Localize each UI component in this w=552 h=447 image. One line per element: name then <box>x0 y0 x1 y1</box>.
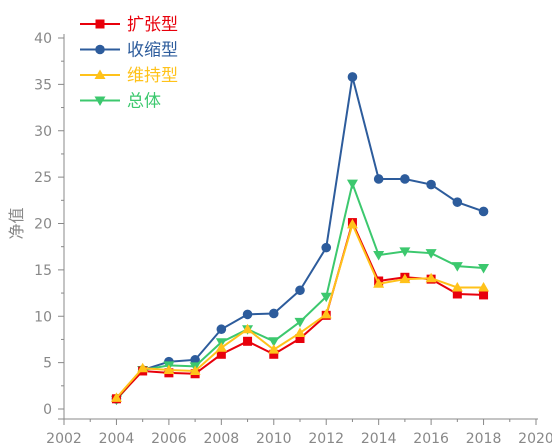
series-1 <box>111 218 489 404</box>
data-point <box>347 72 358 82</box>
axes <box>58 34 538 420</box>
data-point <box>400 174 410 184</box>
x-tick-label: 2004 <box>99 431 135 447</box>
data-point <box>295 285 305 296</box>
legend-item: 扩张型 <box>80 15 178 35</box>
data-point <box>95 44 105 55</box>
data-point <box>268 337 280 347</box>
y-tick-label: 30 <box>34 124 52 140</box>
data-point <box>268 308 279 319</box>
data-point <box>451 262 463 272</box>
data-point <box>346 179 358 190</box>
legend-item: 总体 <box>80 92 161 112</box>
data-point <box>216 324 227 335</box>
y-axis-ticks: 0 5 10 15 20 25 30 35 40 <box>34 31 64 418</box>
x-tick-label: 2012 <box>308 431 344 447</box>
legend-label: 收缩型 <box>127 41 178 61</box>
data-point <box>320 308 332 319</box>
y-tick-label: 15 <box>34 263 52 279</box>
data-point <box>110 392 122 402</box>
data-point <box>242 309 253 320</box>
series-2 <box>111 72 489 404</box>
x-axis-ticks: 2002 2004 2006 2008 2010 2012 2014 2016 2018 2020 <box>46 419 552 447</box>
x-tick-label: 2002 <box>46 431 82 447</box>
y-tick-label: 25 <box>34 170 52 186</box>
legend-label: 总体 <box>127 92 161 112</box>
y-tick-label: 20 <box>34 217 52 233</box>
legend-label: 扩张型 <box>127 15 178 35</box>
data-point <box>243 336 253 346</box>
data-point <box>320 292 332 303</box>
data-point <box>426 179 436 190</box>
x-tick-label: 2018 <box>466 431 502 447</box>
data-point <box>478 281 490 292</box>
data-point <box>479 290 489 300</box>
data-point <box>190 355 200 365</box>
data-point <box>452 197 463 207</box>
data-point <box>295 334 305 344</box>
y-axis-title: 净值 <box>7 207 26 239</box>
data-point <box>478 206 489 217</box>
data-point <box>346 218 358 229</box>
x-tick-label: 2010 <box>256 431 292 447</box>
series-3 <box>110 218 490 402</box>
x-tick-label: 2006 <box>151 431 187 447</box>
data-point <box>268 344 280 354</box>
data-point <box>373 251 385 261</box>
data-point <box>294 317 306 328</box>
data-point <box>399 273 411 284</box>
data-point <box>373 278 385 288</box>
data-point <box>452 289 462 299</box>
x-tick-label: 2014 <box>361 431 397 447</box>
x-tick-label: 2016 <box>413 431 449 447</box>
legend-item: 收缩型 <box>80 41 178 61</box>
data-point <box>451 281 463 292</box>
data-point <box>137 362 149 373</box>
data-point <box>373 174 384 184</box>
data-point <box>242 323 254 334</box>
y-tick-label: 10 <box>34 309 52 325</box>
data-point <box>478 264 490 274</box>
y-tick-label: 0 <box>43 402 52 418</box>
data-point <box>163 364 175 375</box>
y-tick-label: 5 <box>43 356 52 372</box>
data-point <box>269 349 279 359</box>
series-line <box>115 76 484 400</box>
data-point <box>94 69 106 79</box>
x-tick-label: 2020 <box>518 431 552 447</box>
data-point <box>215 342 227 352</box>
series-lines <box>110 72 490 406</box>
legend-item: 维持型 <box>80 66 178 86</box>
x-tick-label: 2008 <box>204 431 240 447</box>
y-tick-label: 35 <box>34 77 52 93</box>
data-point <box>94 96 106 106</box>
data-point <box>216 349 226 359</box>
y-tick-label: 40 <box>34 31 52 47</box>
data-point <box>294 327 306 337</box>
legend-label: 维持型 <box>127 66 178 86</box>
data-point <box>189 365 201 375</box>
data-point <box>321 242 332 253</box>
data-point <box>425 249 437 259</box>
data-point <box>95 19 105 29</box>
data-point <box>425 272 437 283</box>
data-point <box>399 247 411 257</box>
